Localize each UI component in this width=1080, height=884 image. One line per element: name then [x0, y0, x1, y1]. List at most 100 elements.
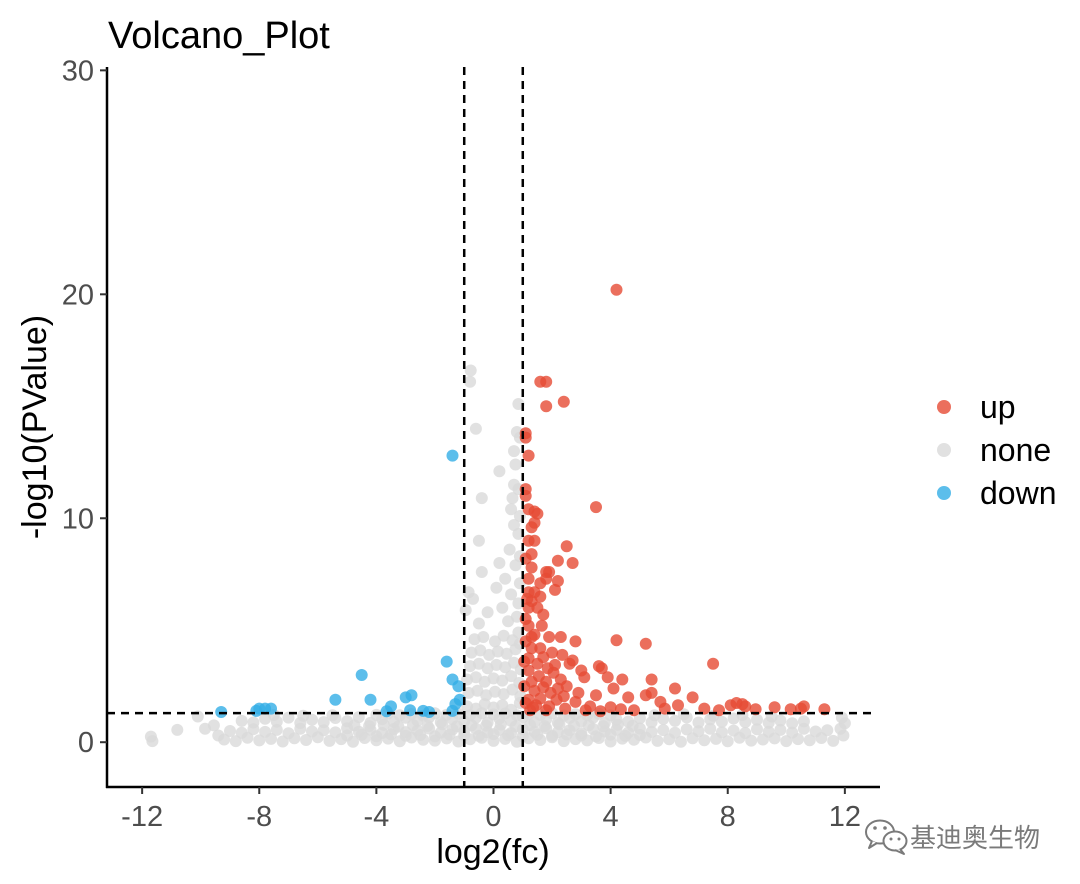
point-none	[704, 722, 717, 735]
point-down	[405, 689, 418, 702]
point-up	[525, 561, 538, 574]
point-up	[672, 699, 684, 712]
point-none	[516, 730, 529, 743]
point-none	[531, 728, 544, 741]
point-none	[505, 503, 518, 516]
point-none	[698, 734, 711, 747]
point-none	[648, 709, 661, 722]
point-none	[270, 723, 283, 736]
point-none	[512, 626, 525, 639]
point-none	[459, 604, 472, 617]
point-none	[715, 726, 728, 739]
point-down	[453, 693, 466, 706]
point-up	[686, 691, 699, 704]
legend-label: none	[980, 432, 1051, 468]
point-none	[786, 726, 799, 739]
point-up	[610, 634, 623, 647]
point-down	[250, 704, 263, 717]
point-up	[590, 689, 602, 702]
point-none	[508, 445, 520, 458]
point-none	[837, 729, 850, 742]
point-none	[503, 543, 516, 556]
point-none	[803, 734, 816, 747]
point-up	[528, 628, 541, 641]
threshold-lines	[107, 67, 876, 787]
point-up	[607, 682, 620, 695]
legend-swatch	[937, 486, 951, 500]
point-none	[171, 723, 184, 736]
legend-swatch	[937, 400, 951, 414]
point-down	[355, 669, 368, 681]
point-none	[669, 714, 681, 727]
axis-ticks: -12 -8 -4 0 4 8 12 0 10 20 30	[62, 55, 861, 833]
point-up	[519, 697, 532, 709]
point-up	[531, 657, 544, 670]
point-none	[377, 718, 390, 731]
legend-swatch	[937, 443, 951, 457]
point-up	[551, 682, 564, 695]
point-none	[538, 720, 551, 733]
point-up	[768, 701, 781, 714]
point-none	[282, 711, 295, 724]
point-none	[212, 729, 225, 742]
point-none	[224, 725, 236, 737]
point-up	[522, 619, 535, 632]
point-none	[575, 729, 588, 742]
series-up	[518, 283, 831, 718]
point-none	[323, 734, 336, 747]
point-up	[610, 283, 623, 296]
point-up	[569, 695, 582, 708]
point-up	[579, 704, 592, 717]
point-none	[472, 534, 485, 547]
legend-item-up: up	[937, 389, 1016, 425]
point-none	[692, 725, 705, 738]
point-up	[528, 505, 541, 518]
point-none	[692, 716, 705, 729]
point-none	[751, 723, 763, 736]
point-up	[519, 635, 532, 648]
x-tick-label: -12	[121, 801, 163, 833]
y-tick-label: 0	[78, 727, 94, 759]
point-up	[540, 704, 553, 717]
point-none	[464, 364, 477, 377]
point-none	[590, 730, 602, 743]
point-none	[651, 734, 664, 747]
x-tick-label: 8	[720, 801, 736, 833]
point-none	[428, 730, 441, 743]
point-up	[518, 680, 531, 693]
point-none	[597, 720, 610, 733]
point-up	[522, 601, 535, 614]
point-none	[493, 557, 506, 569]
y-axis-label: -log10(PValue)	[16, 315, 54, 539]
point-up	[519, 431, 532, 444]
point-none	[469, 422, 482, 435]
point-none	[827, 734, 840, 747]
point-none	[838, 717, 851, 730]
point-none	[669, 726, 681, 739]
legend-label: up	[980, 389, 1016, 425]
x-tick-label: 12	[829, 801, 861, 833]
point-none	[472, 617, 485, 630]
point-none	[739, 727, 752, 739]
point-none	[721, 735, 734, 748]
point-none	[494, 718, 507, 731]
series-none	[144, 364, 851, 748]
point-up	[560, 540, 573, 553]
point-none	[611, 718, 624, 731]
point-none	[645, 725, 658, 738]
point-up	[525, 521, 538, 534]
point-none	[393, 709, 406, 722]
legend-item-none: none	[937, 432, 1051, 468]
point-down	[364, 693, 377, 706]
point-none	[421, 719, 434, 732]
point-none	[348, 719, 361, 732]
point-up	[518, 655, 531, 668]
point-up	[616, 673, 629, 686]
point-none	[207, 719, 220, 732]
point-none	[481, 606, 494, 619]
point-none	[489, 635, 501, 648]
legend: up none down	[937, 389, 1057, 511]
point-up	[594, 705, 607, 718]
y-tick-label: 10	[62, 503, 94, 535]
